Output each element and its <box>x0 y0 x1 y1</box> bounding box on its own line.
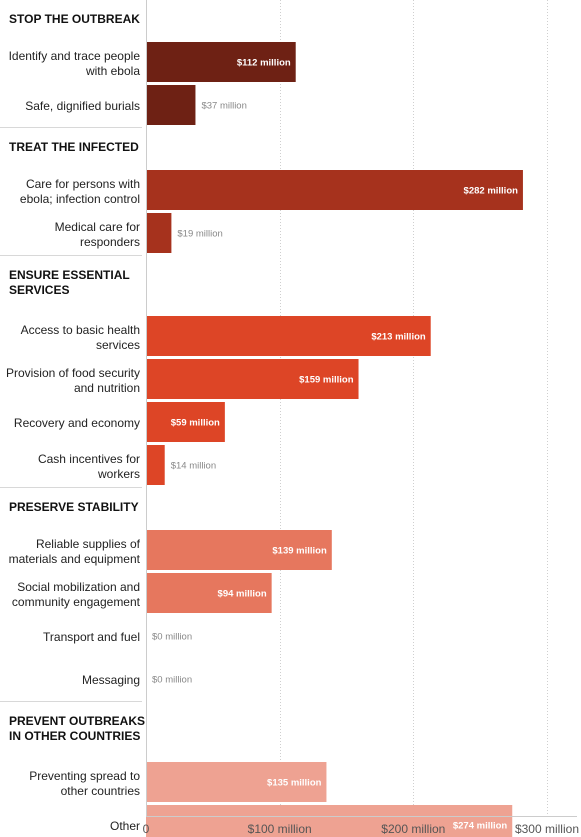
category-label: Recovery and economy <box>13 416 140 430</box>
group-heading: ENSURE ESSENTIAL SERVICES <box>9 268 130 297</box>
bar <box>146 762 327 802</box>
category-label: Social mobilization and community engage… <box>11 579 140 609</box>
bar-value-label: $139 million <box>272 546 327 557</box>
x-tick-label: $200 million <box>381 822 445 836</box>
category-label: Safe, dignified burials <box>25 99 140 113</box>
category-label: Medical care for responders <box>54 219 140 249</box>
category-label: Transport and fuel <box>43 630 140 644</box>
bar-value-label: $14 million <box>171 461 216 472</box>
category-label: Reliable supplies of materials and equip… <box>8 536 140 566</box>
bar <box>146 530 332 570</box>
group-separator <box>0 487 142 488</box>
group-heading: TREAT THE INFECTED <box>9 140 139 154</box>
bar <box>146 42 296 82</box>
bar-value-label: $59 million <box>171 418 220 429</box>
bar-value-label: $0 million <box>152 632 192 643</box>
x-tick-label: 0 <box>143 822 150 836</box>
group-separator <box>0 701 142 702</box>
bar <box>146 170 523 210</box>
category-label: Provision of food security and nutrition <box>5 365 140 395</box>
bar-value-label: $112 million <box>237 58 291 69</box>
category-label: Cash incentives for workers <box>37 451 140 481</box>
bar-value-label: $19 million <box>177 229 222 240</box>
bar <box>146 402 225 442</box>
bar-value-label: $274 million <box>453 821 508 832</box>
bar <box>146 573 272 613</box>
bar-value-label: $37 million <box>201 101 246 112</box>
bar-value-label: $135 million <box>267 778 322 789</box>
category-label: Other <box>109 819 140 833</box>
bar <box>146 445 165 485</box>
x-tick-label: $100 million <box>248 822 312 836</box>
bar-value-label: $213 million <box>371 332 426 343</box>
x-tick-label: $300 million <box>515 822 579 836</box>
bar-value-label: $282 million <box>464 186 519 197</box>
group-heading: PREVENT OUTBREAKS IN OTHER COUNTRIES <box>9 714 146 743</box>
category-label: Care for persons with ebola; infection c… <box>19 176 140 206</box>
category-label: Access to basic health services <box>20 322 140 352</box>
bar <box>146 213 172 253</box>
bar <box>146 85 196 125</box>
bar-value-label: $159 million <box>299 375 354 386</box>
bar-value-label: $94 million <box>218 589 267 600</box>
bar <box>146 359 359 399</box>
bar <box>146 805 513 837</box>
group-separator <box>0 255 142 256</box>
bar-value-label: $0 million <box>152 675 192 686</box>
category-label: Messaging <box>81 673 140 687</box>
category-label: Preventing spread to other countries <box>29 768 140 798</box>
group-separator <box>0 127 142 128</box>
group-heading: PRESERVE STABILITY <box>9 500 139 514</box>
bar <box>146 316 431 356</box>
group-heading: STOP THE OUTBREAK <box>9 12 140 26</box>
category-label: Identify and trace people with ebola <box>8 48 140 78</box>
